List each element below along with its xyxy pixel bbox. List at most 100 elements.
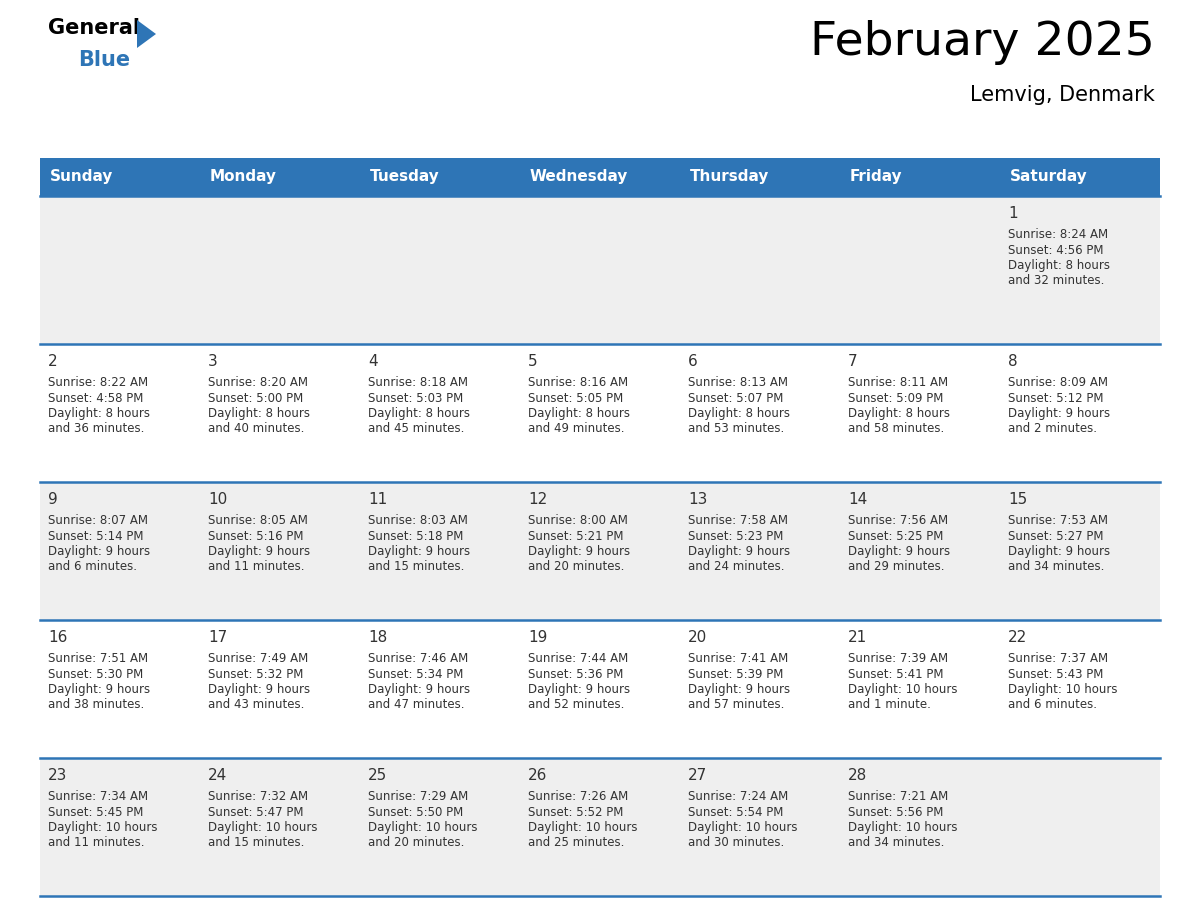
Text: Daylight: 8 hours: Daylight: 8 hours	[48, 407, 150, 420]
Text: and 52 minutes.: and 52 minutes.	[527, 699, 625, 711]
Text: 2: 2	[48, 354, 58, 369]
Bar	[520, 620, 680, 758]
Text: Sunset: 5:12 PM: Sunset: 5:12 PM	[1007, 391, 1104, 405]
Text: Sunday: Sunday	[50, 170, 113, 185]
Text: and 30 minutes.: and 30 minutes.	[688, 836, 784, 849]
Text: Sunrise: 7:44 AM: Sunrise: 7:44 AM	[527, 652, 628, 665]
Bar	[1000, 758, 1159, 896]
Text: and 6 minutes.: and 6 minutes.	[1007, 699, 1097, 711]
Text: Sunrise: 7:53 AM: Sunrise: 7:53 AM	[1007, 514, 1108, 527]
Text: Sunrise: 8:16 AM: Sunrise: 8:16 AM	[527, 376, 628, 389]
Text: 8: 8	[1007, 354, 1018, 369]
Text: Sunset: 5:56 PM: Sunset: 5:56 PM	[848, 805, 943, 819]
Text: Sunset: 5:43 PM: Sunset: 5:43 PM	[1007, 667, 1104, 680]
Text: 22: 22	[1007, 630, 1028, 645]
Text: Daylight: 9 hours: Daylight: 9 hours	[208, 545, 310, 558]
Bar	[1000, 344, 1159, 482]
Bar	[360, 482, 520, 620]
Text: and 32 minutes.: and 32 minutes.	[1007, 274, 1105, 287]
Text: Sunrise: 8:24 AM: Sunrise: 8:24 AM	[1007, 228, 1108, 241]
Text: Daylight: 9 hours: Daylight: 9 hours	[688, 683, 790, 696]
Text: Blue: Blue	[78, 50, 131, 70]
Text: Sunrise: 8:00 AM: Sunrise: 8:00 AM	[527, 514, 628, 527]
Bar	[40, 758, 200, 896]
Text: 20: 20	[688, 630, 707, 645]
Text: Daylight: 9 hours: Daylight: 9 hours	[848, 545, 950, 558]
Text: Monday: Monday	[210, 170, 277, 185]
Text: Sunset: 5:32 PM: Sunset: 5:32 PM	[208, 667, 303, 680]
Bar	[680, 620, 840, 758]
Bar	[520, 482, 680, 620]
Text: 26: 26	[527, 768, 548, 783]
Text: and 11 minutes.: and 11 minutes.	[208, 561, 304, 574]
Text: and 15 minutes.: and 15 minutes.	[208, 836, 304, 849]
Text: Sunset: 5:25 PM: Sunset: 5:25 PM	[848, 530, 943, 543]
Text: Sunset: 5:41 PM: Sunset: 5:41 PM	[848, 667, 943, 680]
Bar	[360, 158, 520, 196]
Bar	[840, 158, 1000, 196]
Text: and 29 minutes.: and 29 minutes.	[848, 561, 944, 574]
Text: 9: 9	[48, 492, 58, 507]
Text: 3: 3	[208, 354, 217, 369]
Text: Daylight: 10 hours: Daylight: 10 hours	[208, 821, 317, 834]
Text: Daylight: 8 hours: Daylight: 8 hours	[208, 407, 310, 420]
Text: 27: 27	[688, 768, 707, 783]
Text: Saturday: Saturday	[1010, 170, 1088, 185]
Text: and 34 minutes.: and 34 minutes.	[848, 836, 944, 849]
Text: Daylight: 10 hours: Daylight: 10 hours	[848, 821, 958, 834]
Text: Daylight: 8 hours: Daylight: 8 hours	[368, 407, 470, 420]
Text: 7: 7	[848, 354, 858, 369]
Text: Sunrise: 7:39 AM: Sunrise: 7:39 AM	[848, 652, 948, 665]
Text: and 38 minutes.: and 38 minutes.	[48, 699, 144, 711]
Text: Daylight: 9 hours: Daylight: 9 hours	[208, 683, 310, 696]
Text: Sunset: 5:36 PM: Sunset: 5:36 PM	[527, 667, 624, 680]
Text: 13: 13	[688, 492, 707, 507]
Text: and 58 minutes.: and 58 minutes.	[848, 422, 944, 435]
Text: Sunrise: 8:05 AM: Sunrise: 8:05 AM	[208, 514, 308, 527]
Bar	[1000, 158, 1159, 196]
Text: Daylight: 9 hours: Daylight: 9 hours	[368, 683, 470, 696]
Text: Daylight: 10 hours: Daylight: 10 hours	[848, 683, 958, 696]
Bar	[360, 758, 520, 896]
Bar	[200, 344, 360, 482]
Text: and 25 minutes.: and 25 minutes.	[527, 836, 625, 849]
Text: Daylight: 10 hours: Daylight: 10 hours	[688, 821, 797, 834]
Text: and 2 minutes.: and 2 minutes.	[1007, 422, 1097, 435]
Text: and 53 minutes.: and 53 minutes.	[688, 422, 784, 435]
Text: General: General	[48, 18, 140, 38]
Text: Sunrise: 7:26 AM: Sunrise: 7:26 AM	[527, 790, 628, 803]
Text: and 36 minutes.: and 36 minutes.	[48, 422, 145, 435]
Text: Wednesday: Wednesday	[530, 170, 628, 185]
Text: 25: 25	[368, 768, 387, 783]
Text: Sunset: 5:39 PM: Sunset: 5:39 PM	[688, 667, 783, 680]
Text: Sunrise: 7:41 AM: Sunrise: 7:41 AM	[688, 652, 789, 665]
Text: 18: 18	[368, 630, 387, 645]
Text: Sunset: 5:03 PM: Sunset: 5:03 PM	[368, 391, 463, 405]
Text: 1: 1	[1007, 206, 1018, 221]
Text: Sunset: 5:34 PM: Sunset: 5:34 PM	[368, 667, 463, 680]
Text: 14: 14	[848, 492, 867, 507]
Text: Daylight: 10 hours: Daylight: 10 hours	[1007, 683, 1118, 696]
Text: Daylight: 8 hours: Daylight: 8 hours	[688, 407, 790, 420]
Text: Sunrise: 8:11 AM: Sunrise: 8:11 AM	[848, 376, 948, 389]
Text: 4: 4	[368, 354, 378, 369]
Text: Sunrise: 8:13 AM: Sunrise: 8:13 AM	[688, 376, 788, 389]
Text: 11: 11	[368, 492, 387, 507]
Bar	[40, 620, 200, 758]
Text: Sunset: 5:16 PM: Sunset: 5:16 PM	[208, 530, 303, 543]
Text: and 20 minutes.: and 20 minutes.	[527, 561, 625, 574]
Text: Sunrise: 7:37 AM: Sunrise: 7:37 AM	[1007, 652, 1108, 665]
Text: Sunset: 5:09 PM: Sunset: 5:09 PM	[848, 391, 943, 405]
Text: and 6 minutes.: and 6 minutes.	[48, 561, 137, 574]
Text: Sunset: 4:56 PM: Sunset: 4:56 PM	[1007, 243, 1104, 256]
Text: Tuesday: Tuesday	[369, 170, 440, 185]
Text: Sunset: 5:05 PM: Sunset: 5:05 PM	[527, 391, 624, 405]
Text: 19: 19	[527, 630, 548, 645]
Text: Sunset: 5:54 PM: Sunset: 5:54 PM	[688, 805, 783, 819]
Text: Daylight: 9 hours: Daylight: 9 hours	[688, 545, 790, 558]
Text: 21: 21	[848, 630, 867, 645]
Bar	[840, 620, 1000, 758]
Text: and 15 minutes.: and 15 minutes.	[368, 561, 465, 574]
Text: Sunset: 5:00 PM: Sunset: 5:00 PM	[208, 391, 303, 405]
Text: and 40 minutes.: and 40 minutes.	[208, 422, 304, 435]
